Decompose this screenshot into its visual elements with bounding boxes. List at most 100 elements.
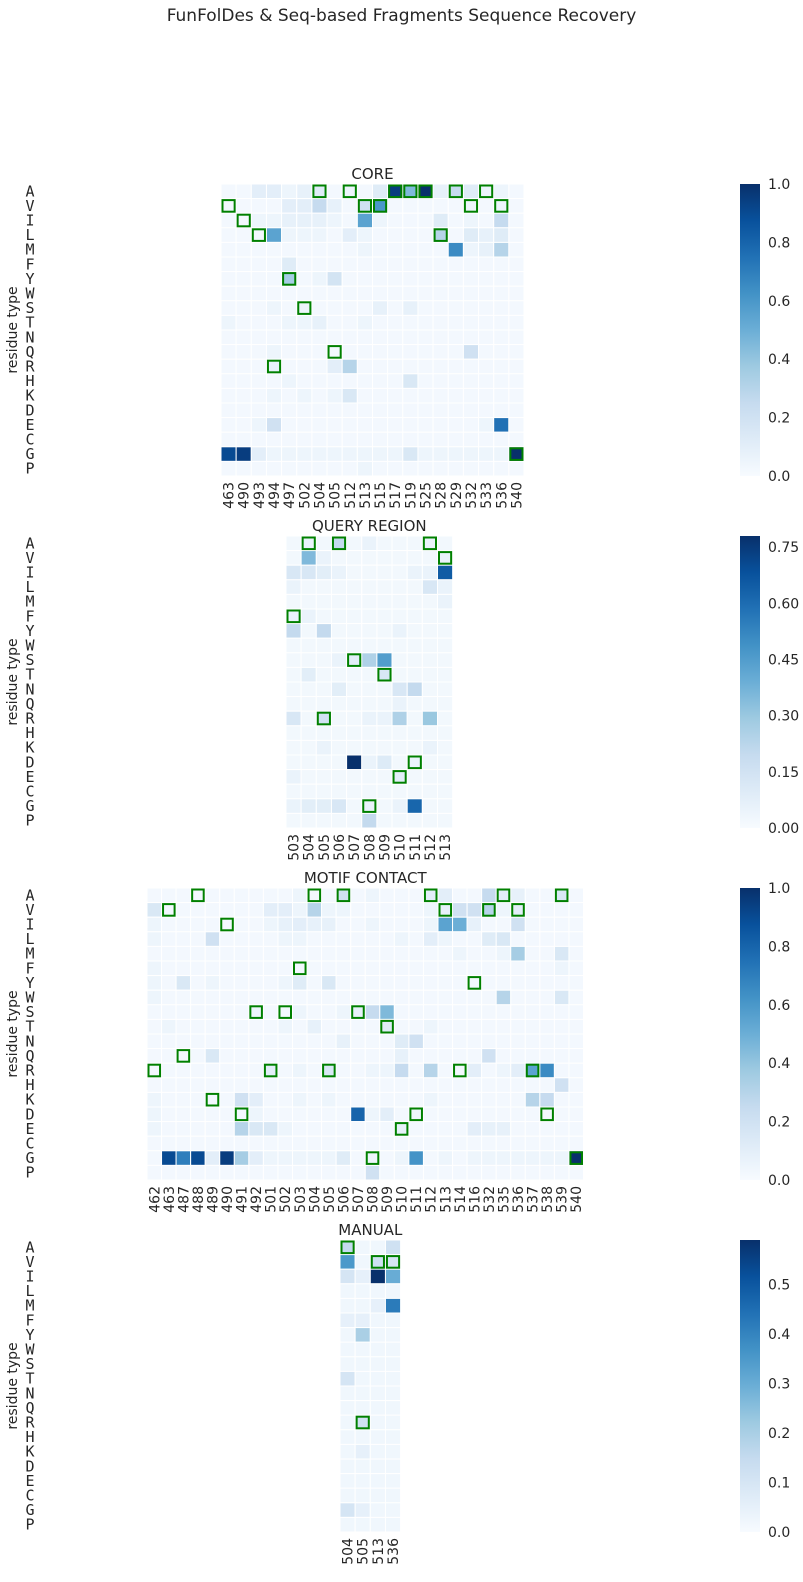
heatmap-cell (250, 300, 267, 316)
heatmap-cell (339, 1443, 356, 1460)
heatmap-cell (356, 387, 374, 404)
heatmap-cell (539, 1164, 555, 1181)
heatmap-cell (250, 402, 267, 419)
row-label-Q: Q (25, 695, 34, 713)
heatmap-cell (421, 812, 439, 829)
heatmap-cell (402, 256, 419, 273)
heatmap-cell (422, 1004, 439, 1020)
heatmap-cell (478, 446, 495, 462)
heatmap-cell (161, 931, 177, 947)
heatmap-cell (161, 916, 177, 933)
heatmap-cell (462, 183, 480, 200)
heatmap-cell (262, 989, 279, 1006)
heatmap-cell (262, 887, 279, 904)
heatmap-cell (376, 550, 393, 566)
heatmap-cell (235, 431, 252, 448)
heatmap-cell (265, 227, 283, 243)
heatmap-cell (315, 623, 332, 639)
heatmap-cell (306, 931, 323, 947)
native-residue-box (162, 903, 176, 917)
heatmap-panel-1: QUERY REGION residue type AVILMFYWSTNQRHKD… (5, 517, 799, 861)
heatmap-cell (417, 446, 434, 462)
native-residue-box (554, 888, 569, 903)
heatmap-cell (190, 989, 206, 1006)
native-residue-box (433, 228, 448, 242)
heatmap-cell (408, 1004, 424, 1020)
heatmap-cell (393, 1150, 410, 1166)
heatmap-cell (335, 916, 352, 933)
heatmap-cell (462, 387, 480, 404)
heatmap-cell (296, 358, 313, 375)
colorbar-tick-label: 0.60 (768, 596, 799, 612)
heatmap-cell (330, 812, 348, 829)
heatmap-cell (233, 960, 250, 977)
row-label-S: S (25, 1355, 34, 1373)
heatmap-cell (421, 652, 439, 668)
heatmap-cell (285, 769, 302, 785)
heatmap-cell (311, 402, 328, 419)
native-residue-box (340, 1240, 355, 1255)
heatmap-cell (265, 314, 283, 331)
heatmap-cell (508, 402, 525, 419)
heatmap-cell (369, 1429, 386, 1445)
heatmap-cell (391, 637, 408, 654)
heatmap-cell (354, 1473, 371, 1489)
heatmap-cell (250, 256, 267, 273)
row-label-G: G (25, 1501, 34, 1519)
heatmap-cell (539, 1121, 555, 1137)
heatmap-cell (493, 373, 510, 389)
heatmap-cell (553, 1004, 570, 1020)
heatmap-cell (250, 198, 267, 214)
heatmap-cell (233, 1121, 250, 1137)
heatmap-cell (510, 989, 526, 1006)
heatmap-cell (361, 739, 378, 756)
heatmap-cell (219, 945, 235, 962)
heatmap-cell (437, 960, 454, 977)
heatmap-cell (553, 1033, 570, 1050)
heatmap-cell (250, 329, 267, 346)
heatmap-cell (524, 1150, 541, 1166)
heatmap-cell (292, 1062, 308, 1079)
heatmap-cell (364, 1048, 381, 1064)
heatmap-cell (161, 1062, 177, 1079)
heatmap-cell (330, 798, 348, 814)
heatmap-cell (219, 1062, 235, 1079)
heatmap-cell (281, 344, 298, 360)
colorbar-tick-label: 0.15 (768, 765, 799, 781)
panel-title: QUERY REGION (312, 517, 427, 535)
heatmap-cell (568, 1091, 585, 1108)
heatmap-cell (432, 212, 449, 229)
column-label: 512 (423, 834, 439, 861)
heatmap-cell (335, 975, 352, 991)
heatmap-cell (369, 1268, 386, 1285)
heatmap-cell (321, 960, 337, 977)
row-label-K: K (25, 387, 34, 405)
heatmap-cell (421, 564, 439, 581)
heatmap-cell (402, 212, 419, 229)
heatmap-cell (350, 1164, 366, 1181)
native-residue-box (307, 888, 322, 903)
heatmap-cell (339, 1458, 356, 1475)
heatmap-cell (311, 446, 328, 462)
column-label: 462 (147, 1186, 163, 1213)
heatmap-cell (204, 902, 221, 918)
heatmap-cell (539, 1004, 555, 1020)
heatmap-cell (452, 1121, 468, 1137)
column-label: 506 (332, 834, 348, 861)
heatmap-cell (437, 916, 454, 933)
column-label: 488 (191, 1186, 207, 1213)
heatmap-cell (406, 769, 423, 785)
heatmap-cell (306, 1150, 323, 1166)
heatmap-cell (356, 241, 374, 258)
heatmap-cell (508, 417, 525, 433)
heatmap-cell (311, 431, 328, 448)
heatmap-cell (466, 1150, 483, 1166)
column-label: 505 (322, 1186, 338, 1213)
heatmap-cell (321, 1004, 337, 1020)
heatmap-cell (466, 1018, 483, 1035)
heatmap-cell (219, 1150, 235, 1166)
heatmap-cell (292, 887, 308, 904)
heatmap-cell (384, 1283, 402, 1299)
heatmap-cell (262, 916, 279, 933)
column-label: 502 (278, 1186, 294, 1213)
